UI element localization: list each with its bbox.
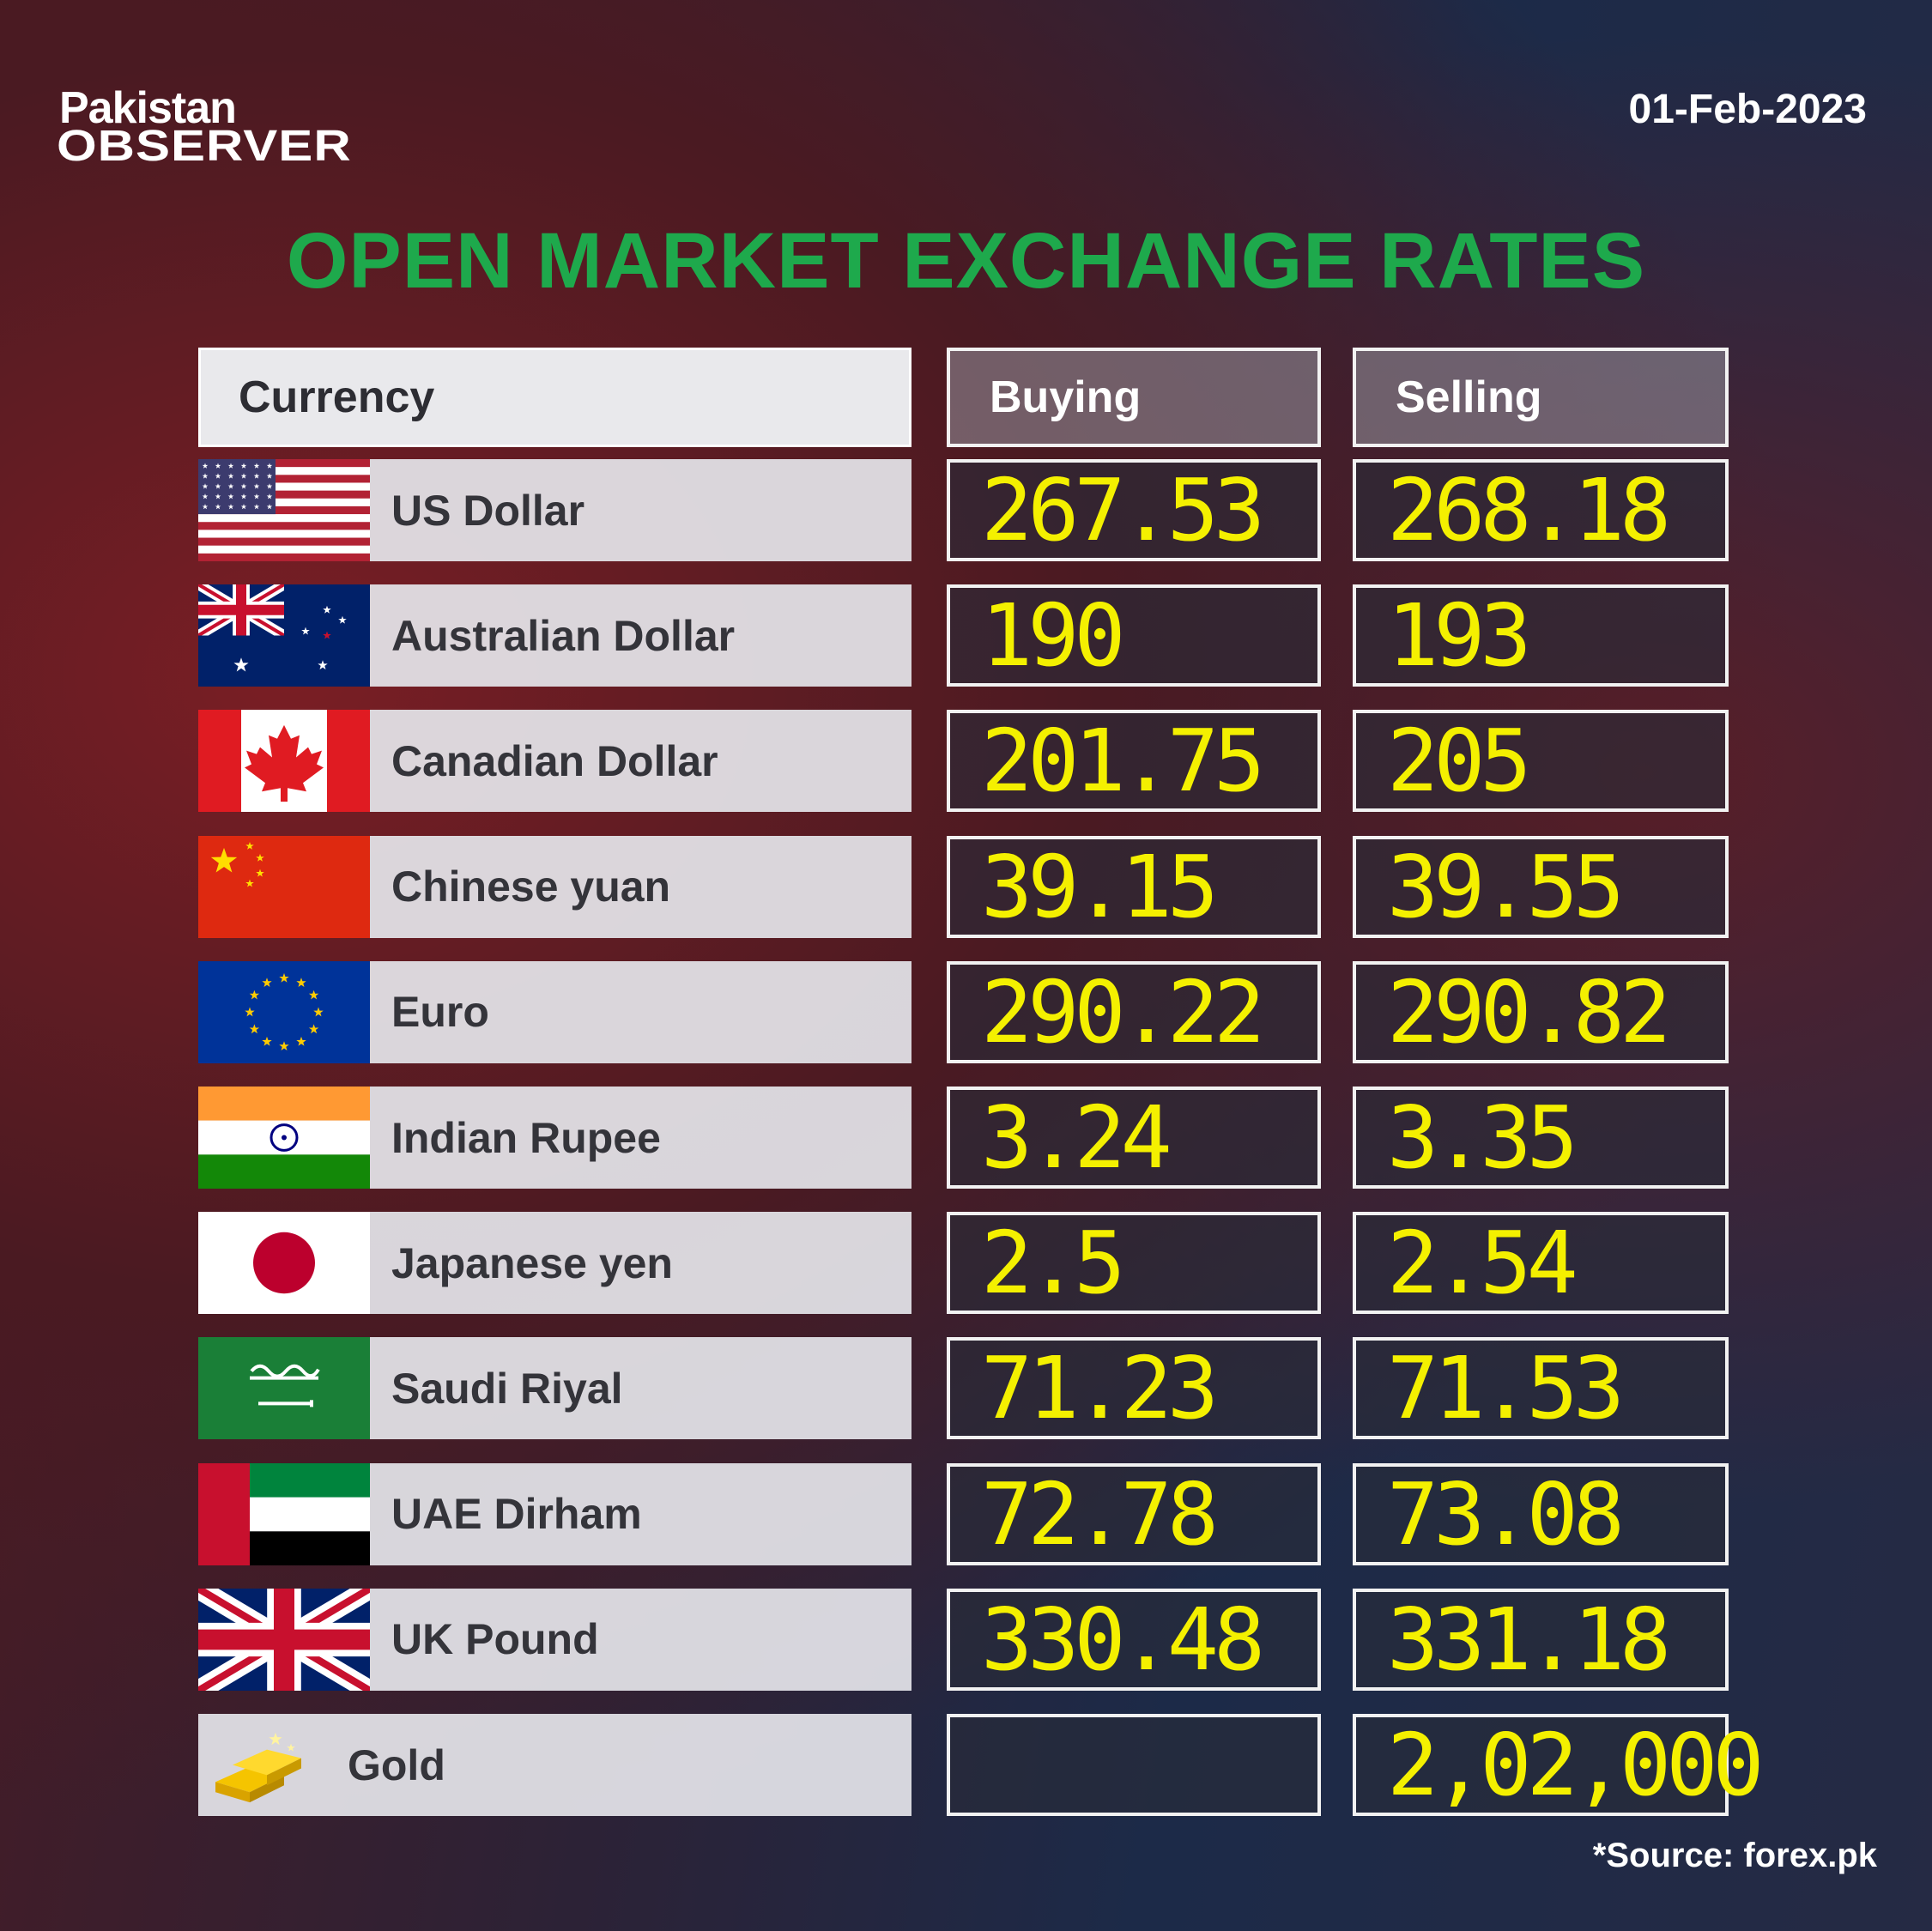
flag-icon: [198, 1588, 370, 1691]
currency-cell: UAE Dirham: [198, 1462, 911, 1565]
flag-icon: [198, 1087, 370, 1189]
buying-rate: 267.53: [981, 460, 1265, 560]
currency-cell: Australian Dollar: [198, 584, 911, 687]
selling-rate-cell: 205: [1353, 710, 1729, 813]
selling-rate: 3.35: [1387, 1087, 1578, 1188]
currency-name: Canadian Dollar: [391, 736, 718, 785]
currency-cell: Indian Rupee: [198, 1087, 911, 1189]
buying-rate-cell: 330.48: [947, 1588, 1321, 1691]
selling-rate-cell: 268.18: [1353, 459, 1729, 561]
selling-rate-cell: 71.53: [1353, 1337, 1729, 1440]
currency-name: Indian Rupee: [391, 1113, 661, 1162]
header-selling: Selling: [1353, 348, 1729, 447]
selling-rate: 268.18: [1387, 460, 1671, 560]
currency-cell: Canadian Dollar: [198, 710, 911, 813]
currency-cell: Saudi Riyal: [198, 1337, 911, 1440]
currency-name: Chinese yuan: [391, 863, 671, 911]
header-currency: Currency: [198, 348, 911, 447]
selling-rate-cell: 3.35: [1353, 1087, 1729, 1189]
buying-rate: 201.75: [981, 711, 1265, 812]
buying-rate-cell: 39.15: [947, 835, 1321, 938]
currency-name: Japanese yen: [391, 1238, 673, 1287]
flag-icon: [198, 1337, 370, 1440]
currency-cell: Japanese yen: [198, 1212, 911, 1315]
selling-rate-cell: 39.55: [1353, 835, 1729, 938]
brand-top: Pakistan: [59, 83, 237, 133]
buying-rate: 290.22: [981, 961, 1265, 1062]
selling-rate: 2.54: [1387, 1213, 1578, 1314]
selling-rate-cell: 73.08: [1353, 1462, 1729, 1565]
selling-rate: 73.08: [1387, 1463, 1625, 1565]
title: OPEN MARKET EXCHANGE RATES: [286, 217, 1646, 305]
selling-rate: 331.18: [1387, 1589, 1671, 1690]
flag-icon: [198, 584, 370, 687]
currency-cell: Chinese yuan: [198, 835, 911, 938]
buying-rate: 330.48: [981, 1589, 1265, 1690]
buying-rate: 39.15: [981, 836, 1219, 937]
currency-name: Australian Dollar: [391, 611, 736, 660]
selling-rate: 205: [1387, 711, 1532, 812]
brand-bottom: OBSERVER: [57, 120, 352, 170]
currency-cell: US Dollar: [198, 459, 911, 561]
selling-rate: 193: [1387, 585, 1532, 687]
flag-icon: [198, 1462, 370, 1565]
selling-rate: 290.82: [1387, 961, 1671, 1062]
currency-name: Saudi Riyal: [391, 1364, 623, 1413]
flag-icon: [215, 1732, 301, 1803]
buying-rate-cell: 71.23: [947, 1337, 1321, 1440]
flag-icon: [198, 960, 370, 1063]
currency-name: Gold: [348, 1740, 445, 1789]
flag-icon: [198, 459, 370, 561]
selling-rate-cell: 2.54: [1353, 1212, 1729, 1315]
buying-rate-cell: 290.22: [947, 960, 1321, 1063]
currency-name: UAE Dirham: [391, 1490, 642, 1539]
selling-rate: 39.55: [1387, 836, 1625, 937]
buying-rate-cell: 190: [947, 584, 1321, 687]
currency-name: US Dollar: [391, 486, 585, 535]
currency-name: UK Pound: [391, 1615, 599, 1664]
flag-icon: [198, 1212, 370, 1315]
date: 01-Feb-2023: [1628, 87, 1867, 132]
header-buying: Buying: [947, 348, 1321, 447]
currency-cell: Gold: [198, 1714, 911, 1816]
selling-rate-cell: 290.82: [1353, 960, 1729, 1063]
buying-rate-cell: 201.75: [947, 710, 1321, 813]
currency-cell: Euro: [198, 960, 911, 1063]
buying-rate-cell: [947, 1714, 1321, 1816]
flag-icon: [198, 835, 370, 938]
buying-rate-cell: 72.78: [947, 1462, 1321, 1565]
buying-rate-cell: 267.53: [947, 459, 1321, 561]
currency-cell: UK Pound: [198, 1588, 911, 1691]
buying-rate: 3.24: [981, 1087, 1172, 1188]
buying-rate: 2.5: [981, 1213, 1126, 1314]
selling-rate: 2,02,000: [1387, 1715, 1765, 1815]
selling-rate: 71.53: [1387, 1338, 1625, 1439]
selling-rate-cell: 193: [1353, 584, 1729, 687]
flag-icon: [198, 710, 370, 813]
buying-rate: 72.78: [981, 1463, 1219, 1565]
source-note: *Source: forex.pk: [1592, 1837, 1877, 1874]
buying-rate: 190: [981, 585, 1126, 687]
buying-rate-cell: 2.5: [947, 1212, 1321, 1315]
selling-rate-cell: 331.18: [1353, 1588, 1729, 1691]
buying-rate-cell: 3.24: [947, 1087, 1321, 1189]
selling-rate-cell: 2,02,000: [1353, 1714, 1765, 1816]
currency-name: Euro: [391, 988, 489, 1037]
buying-rate: 71.23: [981, 1338, 1219, 1439]
